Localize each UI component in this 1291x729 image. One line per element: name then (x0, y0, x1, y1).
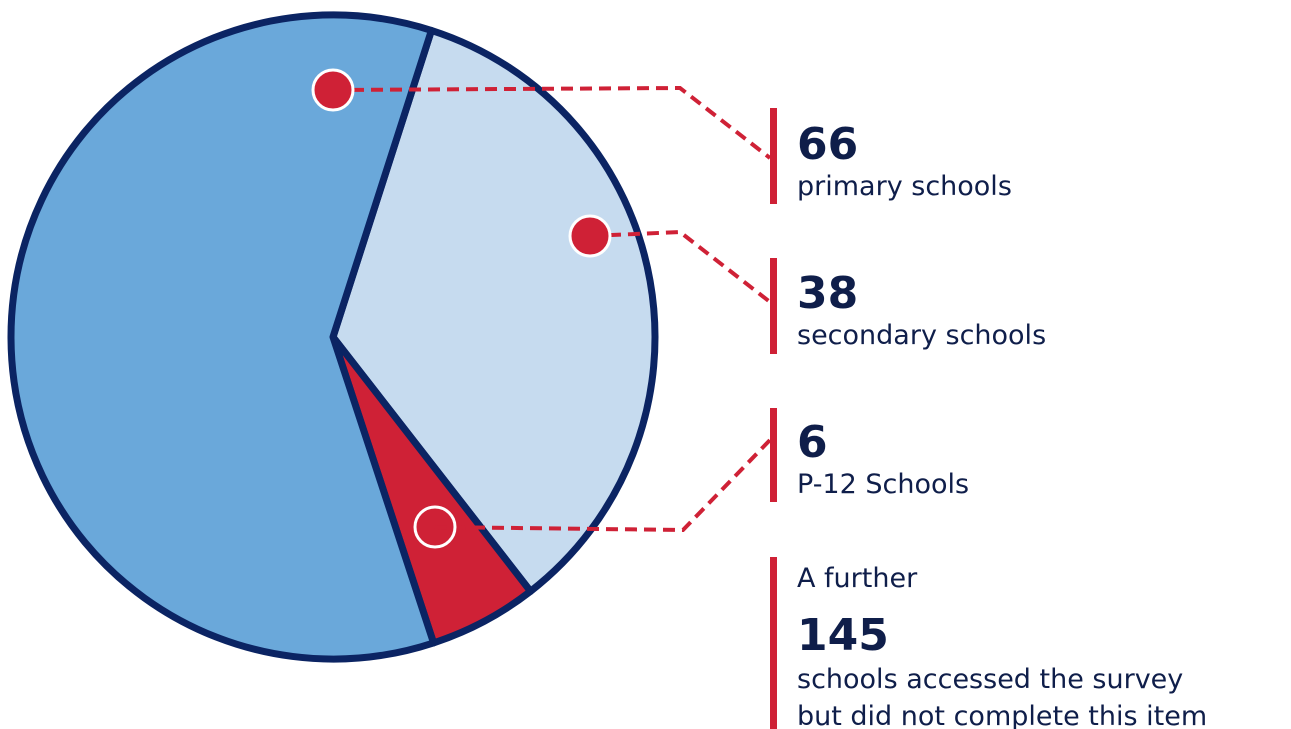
pie-slice (7, 11, 438, 663)
label-bar (770, 108, 777, 204)
label-bar (770, 258, 777, 354)
note-prefix: A further (797, 563, 918, 594)
leader-line (434, 438, 772, 533)
marker-dot (311, 68, 355, 112)
label-bar (770, 557, 777, 729)
category-label: secondary schools (797, 320, 1046, 351)
pie-slice (329, 26, 659, 595)
marker-dot (568, 214, 612, 258)
note-text: schools accessed the survey (797, 664, 1183, 695)
category-label: P-12 Schools (797, 469, 969, 500)
leader-line (589, 229, 772, 304)
value-label: 38 (797, 268, 858, 319)
value-label: 66 (797, 119, 858, 170)
note-text: but did not complete this item (797, 701, 1207, 729)
leader-line (332, 85, 772, 160)
marker-dot (413, 505, 457, 549)
note-value: 145 (797, 610, 889, 661)
label-bar (770, 408, 777, 502)
value-label: 6 (797, 417, 828, 468)
category-label: primary schools (797, 171, 1012, 202)
